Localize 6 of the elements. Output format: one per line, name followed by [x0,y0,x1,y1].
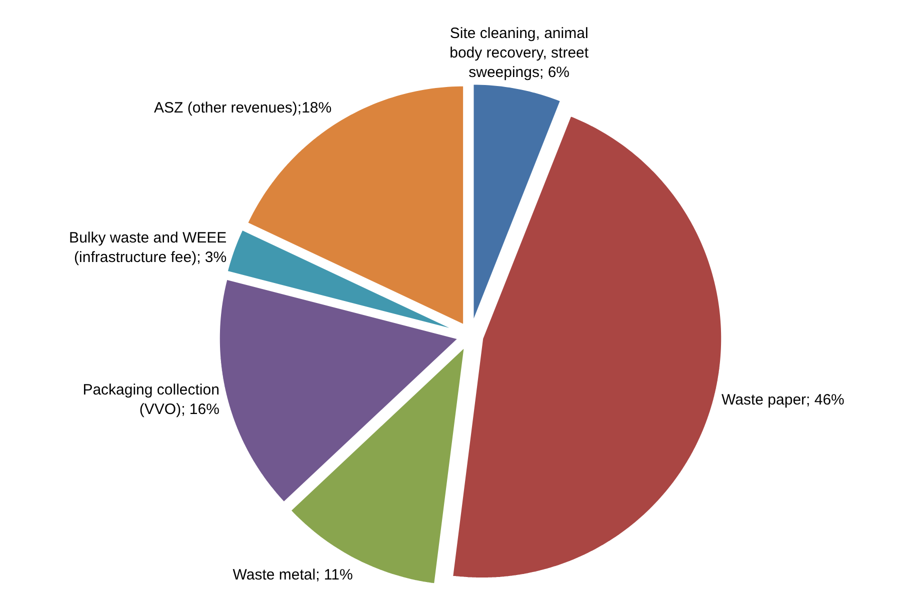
slice-label: Waste paper; 46% [722,391,844,408]
slice-label: Packaging collection (VVO); 16% [82,382,220,418]
slice-label: ASZ (other revenues);18% [154,100,332,117]
slice-label: Site cleaning, animal body recovery, street sweepings; 6% [450,24,590,81]
slice-label: Waste metal; 11% [232,566,353,584]
slice-label: Bulky waste and WEEE (infrastructure fee); 3% [69,229,227,266]
